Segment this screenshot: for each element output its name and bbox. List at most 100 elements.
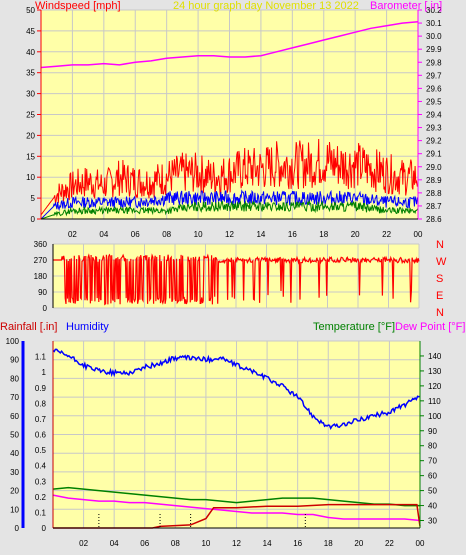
barometer-tick-label: 29.0 [426,163,442,172]
direction-series [53,253,420,306]
windspeed-tick-label: 20 [26,131,35,140]
x-tick-label: 16 [288,230,297,239]
barometer-tick-label: 29.3 [426,124,442,133]
humidity-series [52,348,421,529]
wind-axes: 0 5 10 15 20 25 30 35 40 45 50 28.6 28.7 28.8 28.9 29.0… [26,6,442,239]
x-tick-label: 00 [414,230,423,239]
direction-tick-label: 270 [34,256,48,265]
windspeed-tick-label: 0 [31,215,36,224]
barometer-tick-label: 29.9 [426,45,442,54]
windspeed-tick-label: 45 [26,27,35,36]
humidity-axes: 010203040506070809010000.10.20.30.40.50.… [6,337,442,548]
temperature-tick-label: 120 [428,382,442,391]
temperature-tick-label: 50 [428,487,437,496]
temperature-tick-label: 80 [428,442,437,451]
x-tick-label: 08 [171,539,180,548]
temperature-tick-label: 130 [428,367,442,376]
humidity-tick-label: 40 [10,449,19,458]
direction-tick-label: 360 [34,240,48,249]
temperature-tick-label: 90 [428,427,437,436]
rain-tick-label: 0.2 [35,493,47,502]
windspeed-tick-label: 50 [26,6,35,15]
x-tick-label: 06 [140,539,149,548]
series-line-barometer [40,21,419,69]
x-tick-label: 00 [416,539,425,548]
x-tick-label: 12 [232,539,241,548]
barometer-tick-label: 28.8 [426,189,442,198]
compass-label: N [436,307,444,319]
windspeed-tick-label: 5 [31,194,36,203]
x-tick-label: 08 [162,230,171,239]
barometer-tick-label: 29.4 [426,111,442,120]
windspeed-tick-label: 35 [26,69,35,78]
barometer-tick-label: 30.1 [426,19,442,28]
x-tick-label: 10 [201,539,210,548]
humidity-tick-label: 60 [10,412,19,421]
series-line-rainfall [53,503,421,529]
barometer-tick-label: 28.6 [426,215,442,224]
x-tick-label: 06 [131,230,140,239]
series-line-humidity [52,348,421,431]
compass-label: N [436,239,444,251]
series-line-wind-average [40,189,419,220]
x-tick-label: 14 [263,539,272,548]
x-tick-label: 02 [79,539,88,548]
rain-tick-label: 0.3 [35,477,47,486]
direction-tick-label: 180 [34,272,48,281]
rain-tick-label: 0.8 [35,399,47,408]
rain-tick-label: 0.5 [35,446,47,455]
compass-label: S [436,273,443,285]
x-tick-label: 14 [256,230,265,239]
windspeed-tick-label: 30 [26,90,35,99]
x-tick-label: 20 [354,539,363,548]
barometer-tick-label: 29.6 [426,84,442,93]
humidity-tick-label: 0 [15,524,20,533]
series-line-wind-direction [53,253,420,306]
barometer-tick-label: 30.0 [426,32,442,41]
windspeed-tick-label: 15 [26,152,35,161]
barometer-tick-label: 29.1 [426,150,442,159]
rainfall-label: Rainfall [.in] [0,321,57,333]
temperature-label: Temperature [°F] [313,321,395,333]
rain-tick-label: 0.1 [35,508,47,517]
temperature-tick-label: 70 [428,457,437,466]
series-line-temperature [52,486,420,507]
rain-tick-label: 0 [42,524,47,533]
windspeed-tick-label: 10 [26,173,35,182]
graph-title: 24 hour graph day November 13 2022 [173,0,359,12]
barometer-tick-label: 28.9 [426,176,442,185]
humidity-grid [53,340,421,529]
rain-tick-label: 1.1 [35,353,47,362]
temperature-tick-label: 110 [428,397,441,406]
windspeed-label: Windspeed [mph] [35,0,121,12]
barometer-tick-label: 30.2 [426,6,442,15]
series-line-wind-low [40,199,419,220]
x-tick-label: 04 [99,230,108,239]
barometer-tick-label: 29.2 [426,137,442,146]
barometer-tick-label: 29.8 [426,58,442,67]
compass-label: E [436,290,443,302]
compass-label: W [436,256,447,268]
barometer-tick-label: 29.7 [426,71,442,80]
rain-tick-label: 1 [42,368,47,377]
x-tick-label: 22 [382,230,391,239]
temperature-tick-label: 100 [428,412,442,421]
rain-tick-label: 0.9 [35,384,47,393]
barometer-tick-label: 28.7 [426,202,442,211]
windspeed-tick-label: 40 [26,48,35,57]
x-tick-label: 02 [68,230,77,239]
x-tick-label: 18 [319,230,328,239]
humidity-tick-label: 70 [10,393,19,402]
temperature-tick-label: 30 [428,517,437,526]
wind-series [40,21,419,220]
barometer-tick-label: 29.5 [426,97,442,106]
humidity-label: Humidity [66,321,109,333]
humidity-tick-label: 100 [6,337,20,346]
x-tick-label: 18 [324,539,333,548]
x-tick-label: 12 [225,230,234,239]
wind-barometer-panel: 0 5 10 15 20 25 30 35 40 45 50 28.6 28.7 28.8 28.9 29.0… [26,6,442,239]
temperature-tick-label: 140 [428,352,442,361]
humidity-tick-label: 20 [10,487,19,496]
